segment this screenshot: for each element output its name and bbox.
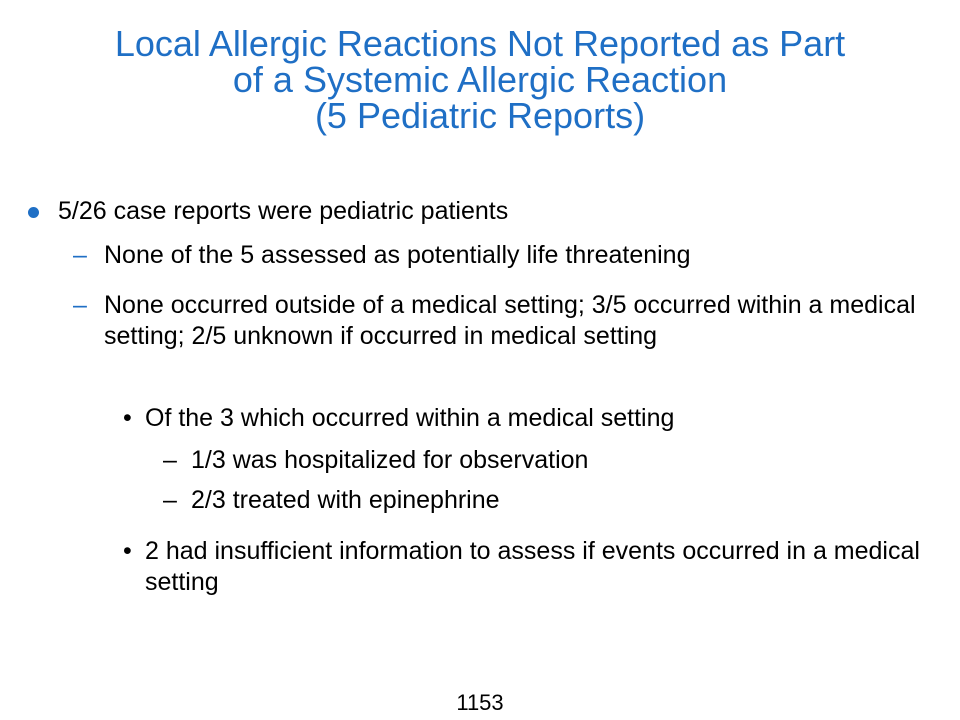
dash-marker-icon: –: [73, 241, 87, 269]
bullet-text: 2 had insufficient information to assess…: [145, 537, 920, 596]
bullet-level4-epinephrine: – 2/3 treated with epinephrine: [163, 485, 921, 516]
title-line-1: Local Allergic Reactions Not Reported as…: [114, 23, 846, 64]
bullet-text: Of the 3 which occurred within a medical…: [145, 404, 675, 432]
dash-marker-icon: –: [73, 291, 87, 319]
dash-marker-icon: –: [163, 486, 177, 514]
bullet-text: None occurred outside of a medical setti…: [104, 291, 916, 350]
bullet-marker-icon: •: [123, 404, 132, 432]
bullet-text: 5/26 case reports were pediatric patient…: [58, 197, 509, 225]
slide-title: Local Allergic Reactions Not Reported as…: [20, 26, 940, 134]
bullet-level1-pediatric-count: 5/26 case reports were pediatric patient…: [28, 196, 918, 227]
page-number: 1153: [456, 690, 504, 715]
bullet-marker-icon: •: [123, 537, 132, 565]
bullet-text: None of the 5 assessed as potentially li…: [104, 241, 691, 269]
bullet-level2-life-threatening: – None of the 5 assessed as potentially …: [73, 240, 924, 271]
bullet-level2-medical-setting: – None occurred outside of a medical set…: [73, 290, 924, 352]
bullet-level3-insufficient-info: • 2 had insufficient information to asse…: [123, 536, 925, 598]
bullet-level3-within-setting: • Of the 3 which occurred within a medic…: [123, 403, 925, 434]
dash-marker-icon: –: [163, 446, 177, 474]
title-line-2: of a Systemic Allergic Reaction: [232, 59, 728, 100]
bullet-level4-hospitalized: – 1/3 was hospitalized for observation: [163, 445, 921, 476]
bullet-text: 2/3 treated with epinephrine: [191, 486, 500, 514]
bullet-text: 1/3 was hospitalized for observation: [191, 446, 589, 474]
bullet-dot-icon: [28, 207, 39, 218]
title-line-3: (5 Pediatric Reports): [314, 95, 646, 136]
